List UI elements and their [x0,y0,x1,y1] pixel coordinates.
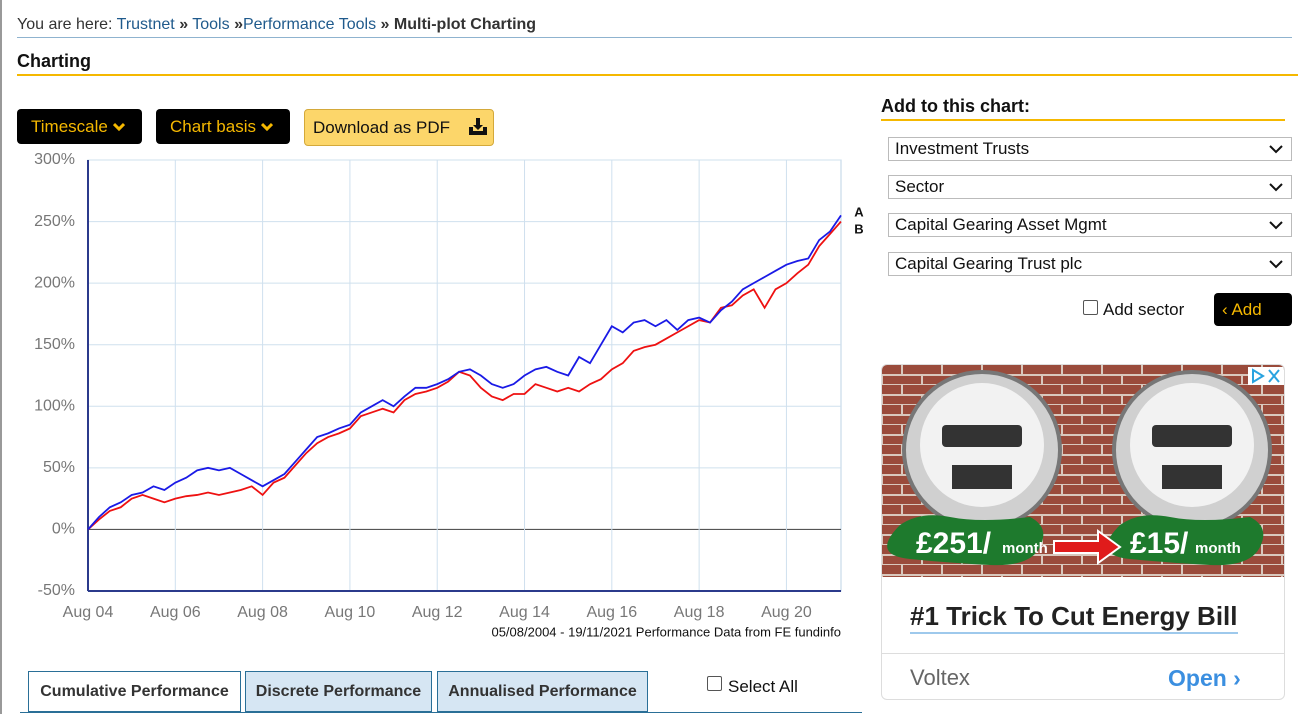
select[interactable]: Investment Trusts [888,137,1292,161]
add-button[interactable]: ‹ Add [1214,293,1292,326]
separator: » [234,16,243,33]
x-tick-label: Aug 18 [674,604,725,621]
left-border [0,0,2,714]
checkbox[interactable] [1083,300,1098,315]
y-tick-label: 300% [34,151,75,168]
chevron [1269,145,1283,154]
separator: » [179,16,189,33]
rule [17,37,1292,38]
ad-headline: #1 Trick To Cut Energy Bill [910,601,1238,634]
series-end-label: B [854,221,863,236]
chevron [1269,260,1283,269]
heading: Charting [17,51,91,71]
button-label: Add [1231,300,1262,319]
select[interactable]: Capital Gearing Trust plc [888,252,1292,276]
tab[interactable]: Discrete Performance [245,671,432,712]
x-tick-label: Aug 20 [761,604,812,621]
x-tick-label: Aug 08 [237,604,288,621]
y-tick-label: 100% [34,398,75,415]
ad-unit: month [1002,540,1048,557]
y-tick-label: 50% [43,459,75,476]
select-value: Capital Gearing Trust plc [895,254,1083,273]
select-all-label: Select All [728,677,798,696]
rule [881,119,1285,121]
breadcrumb-link[interactable]: Performance Tools [242,16,377,33]
timescale-button[interactable]: Timescale [17,109,142,144]
ad-price: £15/ [1130,527,1189,560]
tab[interactable]: Cumulative Performance [28,671,241,712]
x-tick-label: Aug 04 [63,604,114,621]
series-end-label: A [854,204,864,219]
separator: » [380,16,390,33]
x-tick-label: Aug 12 [412,604,463,621]
chevron [112,122,125,132]
tab[interactable]: Annualised Performance [437,671,648,712]
download-button[interactable]: Download as PDF [304,109,494,146]
tab-rule [20,712,862,713]
button-label: Chart basis [170,117,256,136]
x-tick-label: Aug 16 [586,604,637,621]
ad-unit: month [1195,540,1241,557]
select-value: Sector [895,177,945,196]
series-line [87,214,842,531]
breadcrumb-current: Multi-plot Charting [393,16,537,33]
chart: -50% 0% 50% 100% 150% 200% 250% 300% Aug 04 Aug 0… [34,151,864,639]
chevron [1269,183,1283,192]
ad-cta[interactable]: Open › [1168,665,1241,691]
button-label: Download as PDF [313,118,451,137]
y-tick-label: 0% [52,521,75,538]
ad-price: £251/ [916,527,992,560]
y-tick-label: 200% [34,274,75,291]
advert[interactable]: £251/ month £15/ month #1 Trick To Cut E… [881,364,1285,700]
ad-divider [882,653,1284,654]
x-tick-label: Aug 06 [150,604,201,621]
breadcrumb-link[interactable]: Trustnet [116,16,175,33]
y-tick-label: 150% [34,336,75,353]
y-tick-label: 250% [34,213,75,230]
breadcrumb-prefix: You are here: [17,16,113,33]
select[interactable]: Capital Gearing Asset Mgmt [888,213,1292,237]
x-tick-label: Aug 14 [499,604,550,621]
breadcrumb-link[interactable]: Tools [192,16,230,33]
select[interactable]: Sector [888,175,1292,199]
chart-basis-button[interactable]: Chart basis [156,109,290,144]
ad-brand: Voltex [910,665,970,690]
checkbox[interactable] [707,676,722,691]
chevron [260,122,273,132]
select-value: Capital Gearing Asset Mgmt [895,215,1107,234]
x-tick-label: Aug 10 [325,604,376,621]
panel-title: Add to this chart: [881,96,1030,116]
cta-label: Open [1168,665,1227,691]
rule [17,74,1298,76]
chart-caption: 05/08/2004 - 19/11/2021 Performance Data… [491,624,841,639]
ad-image: £251/ month £15/ month [882,365,1284,577]
select-value: Investment Trusts [895,139,1030,158]
button-label: Timescale [31,117,108,136]
plot-area [87,159,842,592]
y-tick-label: -50% [38,582,75,599]
chevron [1269,221,1283,230]
add-sector-label: Add sector [1103,300,1185,319]
breadcrumb: You are here: Trustnet » Tools »Performa… [17,16,536,34]
download-icon [469,118,487,135]
